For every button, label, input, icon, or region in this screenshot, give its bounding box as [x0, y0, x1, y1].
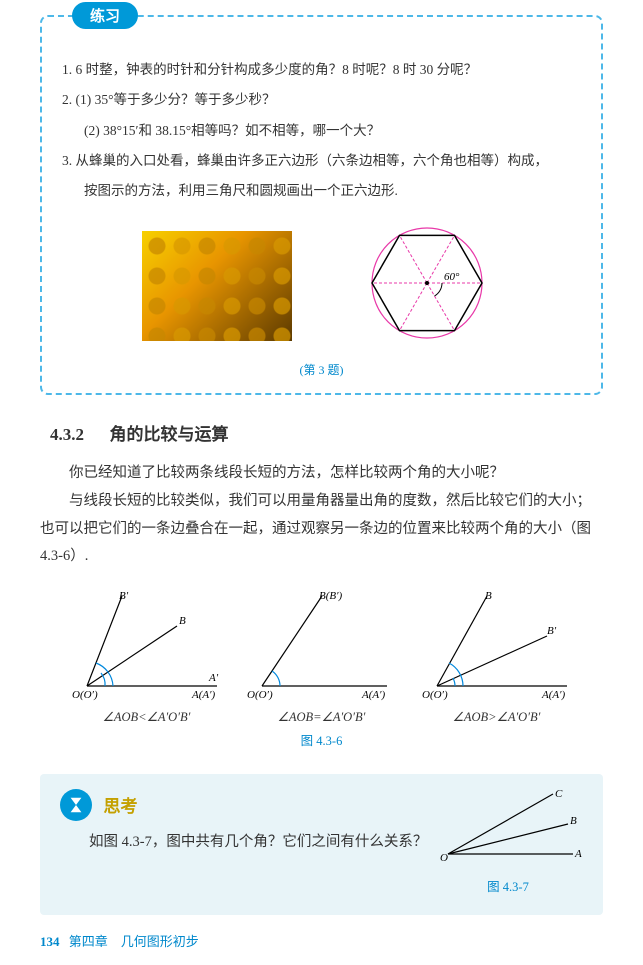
svg-text:B′: B′ — [547, 625, 557, 637]
chapter-name: 第四章 几何图形初步 — [69, 934, 199, 949]
svg-text:O(O′): O(O′) — [247, 689, 273, 701]
exercise-label: 练习 — [72, 2, 138, 29]
svg-text:B: B — [570, 815, 577, 827]
angle-diagram-1: B′ B A′ O(O′) A(A′) ∠AOB<∠A′O′B′ — [67, 591, 227, 725]
svg-text:A: A — [574, 848, 582, 860]
section-heading: 4.3.2 角的比较与运算 — [50, 420, 603, 445]
svg-text:C: C — [555, 789, 563, 800]
exercise-box: 练习 1. 6 时整，钟表的时针和分针构成多少度的角？8 时呢？8 时 30 分… — [40, 15, 603, 395]
para-1: 你已经知道了比较两条线段长短的方法，怎样比较两个角的大小呢？ — [40, 460, 603, 488]
angle-diagram-row: B′ B A′ O(O′) A(A′) ∠AOB<∠A′O′B′ B(B′) O… — [40, 591, 603, 725]
think-diagram: O A B C 图 4.3-7 — [433, 789, 583, 895]
svg-text:B: B — [179, 615, 186, 627]
angle-diagram-3: B B′ O(O′) A(A′) ∠AOB>∠A′O′B′ — [417, 591, 577, 725]
section-title: 角的比较与运算 — [110, 425, 229, 444]
think-content: 思考 如图 4.3-7，图中共有几个角？它们之间有什么关系？ — [60, 789, 433, 857]
diagram-caption-3: ∠AOB>∠A′O′B′ — [417, 709, 577, 725]
svg-text:B′: B′ — [119, 591, 129, 602]
exercise-q3a: 3. 从蜂巢的入口处看，蜂巢由许多正六边形（六条边相等，六个角也相等）构成， — [62, 149, 581, 173]
svg-text:B(B′): B(B′) — [319, 591, 343, 602]
honeycomb-photo — [142, 231, 292, 341]
para-2: 与线段长短的比较类似，我们可以用量角器量出角的度数，然后比较它们的大小；也可以把… — [40, 488, 603, 571]
section-number: 4.3.2 — [50, 425, 84, 444]
svg-text:A(A′): A(A′) — [361, 689, 386, 701]
hex-angle-label: 60° — [444, 271, 460, 283]
page-footer: 134 第四章 几何图形初步 — [40, 931, 199, 950]
svg-text:A(A′): A(A′) — [191, 689, 216, 701]
svg-text:A′: A′ — [208, 672, 219, 684]
exercise-q2a: 2. (1) 35°等于多少分？等于多少秒？ — [62, 88, 581, 112]
svg-text:A(A′): A(A′) — [541, 689, 566, 701]
diagram-caption-2: ∠AOB=∠A′O′B′ — [247, 709, 397, 725]
svg-text:O(O′): O(O′) — [422, 689, 448, 701]
think-text: 如图 4.3-7，图中共有几个角？它们之间有什么关系？ — [60, 829, 433, 857]
svg-text:O: O — [440, 852, 448, 864]
exercise-q2b: (2) 38°15′和 38.15°相等吗？如不相等，哪一个大？ — [62, 119, 581, 143]
exercise-q1: 1. 6 时整，钟表的时针和分针构成多少度的角？8 时呢？8 时 30 分呢？ — [62, 58, 581, 82]
exercise-image-row: 60° — [62, 218, 581, 353]
think-title: 思考 — [104, 797, 138, 816]
svg-text:O(O′): O(O′) — [72, 689, 98, 701]
diagram-caption-1: ∠AOB<∠A′O′B′ — [67, 709, 227, 725]
svg-text:B: B — [485, 591, 492, 602]
exercise-q3b: 按图示的方法，利用三角尺和圆规画出一个正六边形. — [62, 179, 581, 203]
fig-label-436: 图 4.3-6 — [0, 730, 643, 749]
angle-diagram-2: B(B′) O(O′) A(A′) ∠AOB=∠A′O′B′ — [247, 591, 397, 725]
hourglass-icon — [60, 789, 92, 821]
think-box: 思考 如图 4.3-7，图中共有几个角？它们之间有什么关系？ O A B C 图… — [40, 774, 603, 915]
think-fig-label: 图 4.3-7 — [433, 876, 583, 895]
exercise-caption: (第 3 题) — [62, 361, 581, 378]
hexagon-diagram: 60° — [352, 218, 502, 353]
page-number: 134 — [40, 934, 60, 949]
